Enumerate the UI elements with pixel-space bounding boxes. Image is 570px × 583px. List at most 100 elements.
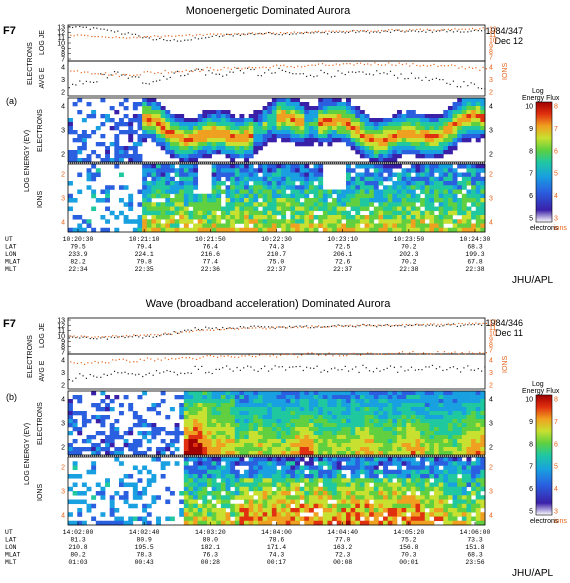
tick-value: 206.1 xyxy=(333,251,352,258)
avg-energy-ion-point xyxy=(227,355,229,357)
spectrogram-cell xyxy=(156,114,161,119)
spectrogram-cell xyxy=(202,223,208,229)
spectrogram-cell xyxy=(290,411,296,416)
spectrogram-cell xyxy=(308,206,314,212)
spectrogram-cell xyxy=(188,482,194,488)
spectrogram-cell xyxy=(253,126,259,131)
spectrogram-cell xyxy=(271,503,277,509)
spectrogram-cell xyxy=(401,403,407,408)
spectrogram-cell xyxy=(68,512,73,517)
spectrogram-cell xyxy=(197,150,203,155)
spectrogram-cell xyxy=(457,415,463,420)
avg-energy-point xyxy=(442,79,444,81)
spectrogram-cell xyxy=(276,176,282,182)
y-tick-label: 7 xyxy=(61,57,65,64)
y-tick-label: 8 xyxy=(61,344,65,351)
spectrogram-cell xyxy=(81,491,87,496)
spectrogram-cell xyxy=(188,185,194,190)
spectrogram-cell xyxy=(457,435,463,440)
spectrogram-cell xyxy=(72,154,78,159)
spectrogram-cell xyxy=(415,138,421,143)
spectrogram-cell xyxy=(299,423,305,428)
spectrogram-cell xyxy=(105,146,110,151)
spectrogram-cell xyxy=(183,142,189,147)
spectrogram-cell xyxy=(100,98,106,103)
spectrogram-cell xyxy=(336,499,342,505)
colorbar-ions-label: ions xyxy=(554,225,567,232)
spectrogram-cell xyxy=(165,198,171,203)
spectrogram-cell xyxy=(452,202,458,207)
avg-energy-point xyxy=(386,367,388,369)
spectrogram-cell xyxy=(257,176,263,182)
spectrogram-cell xyxy=(480,206,486,212)
spectrogram-cell xyxy=(68,399,73,404)
spectrogram-cell xyxy=(281,415,287,420)
spectrogram-cell xyxy=(281,210,287,216)
spectrogram-cell xyxy=(160,206,166,212)
spectrogram-cell xyxy=(313,407,319,412)
spectrogram-cell xyxy=(128,427,134,432)
spectrogram-cell xyxy=(211,411,217,416)
spectrogram-cell xyxy=(193,435,199,440)
spectrogram-cell xyxy=(262,431,268,436)
spectrogram-cell xyxy=(332,423,338,428)
spectrogram-cell xyxy=(81,411,87,416)
spectrogram-cell xyxy=(313,138,319,143)
spectrogram-cell xyxy=(179,146,185,151)
spectrogram-cell xyxy=(183,210,189,216)
electron-flux-point xyxy=(100,337,102,339)
spectrogram-cell xyxy=(290,189,296,195)
spectrogram-cell xyxy=(475,435,481,440)
spectrogram-cell xyxy=(262,219,268,224)
spectrogram-cell xyxy=(438,427,444,432)
spectrogram-cell xyxy=(118,447,124,452)
spectrogram-cell xyxy=(392,146,398,151)
spectrogram-cell xyxy=(346,168,351,173)
avg-energy-ion-point xyxy=(272,65,274,67)
spectrogram-cell xyxy=(424,122,430,127)
spectrogram-cell xyxy=(420,176,426,182)
spectrogram-cell xyxy=(308,106,314,111)
spectrogram-cell xyxy=(160,168,166,173)
spectrogram-cell xyxy=(461,114,467,119)
spectrogram-cell xyxy=(156,176,161,182)
spectrogram-cell xyxy=(318,461,324,466)
spectrogram-cell xyxy=(378,154,384,159)
spectrogram-cell xyxy=(466,447,472,452)
electron-flux-point xyxy=(442,29,444,31)
spectrogram-cell xyxy=(202,227,208,233)
spectrogram-cell xyxy=(475,130,481,135)
spectrogram-cell xyxy=(95,443,101,448)
avg-energy-ion-point xyxy=(377,63,379,66)
avg-energy-ion-point xyxy=(188,357,191,359)
spectrogram-cell xyxy=(156,118,161,123)
spectrogram-cell xyxy=(290,138,296,143)
spectrogram-cell xyxy=(410,126,416,131)
spectrogram-cell xyxy=(257,499,263,505)
spectrogram-cell xyxy=(262,439,268,444)
spectrogram-cell xyxy=(304,403,310,408)
spectrogram-cell xyxy=(128,206,134,212)
spectrogram-cell xyxy=(378,435,384,440)
spectrogram-cell xyxy=(160,215,166,220)
spectrogram-cell xyxy=(211,482,217,488)
ion-flux-point xyxy=(286,32,288,34)
spectrogram-cell xyxy=(346,227,351,233)
spectrogram-cell xyxy=(327,138,333,143)
avg-energy-ion-point xyxy=(97,73,99,75)
spectrogram-cell xyxy=(401,150,407,155)
electron-flux-point xyxy=(393,30,396,32)
spectrogram-cell xyxy=(285,126,291,131)
spectrogram-cell xyxy=(68,411,73,416)
spectrogram-cell xyxy=(114,138,120,143)
spectrogram-cell xyxy=(179,181,185,186)
y-tick-label-ions: 3 xyxy=(489,77,493,84)
spectrogram-cell xyxy=(285,391,291,396)
spectrogram-cell xyxy=(193,223,199,229)
spectrogram-cell xyxy=(68,130,73,135)
spectrogram-cell xyxy=(364,198,370,203)
spectrogram-cell xyxy=(216,465,222,471)
ion-flux-point xyxy=(209,33,212,35)
spectrogram-cell xyxy=(188,520,194,526)
spectrogram-cell xyxy=(392,158,398,163)
